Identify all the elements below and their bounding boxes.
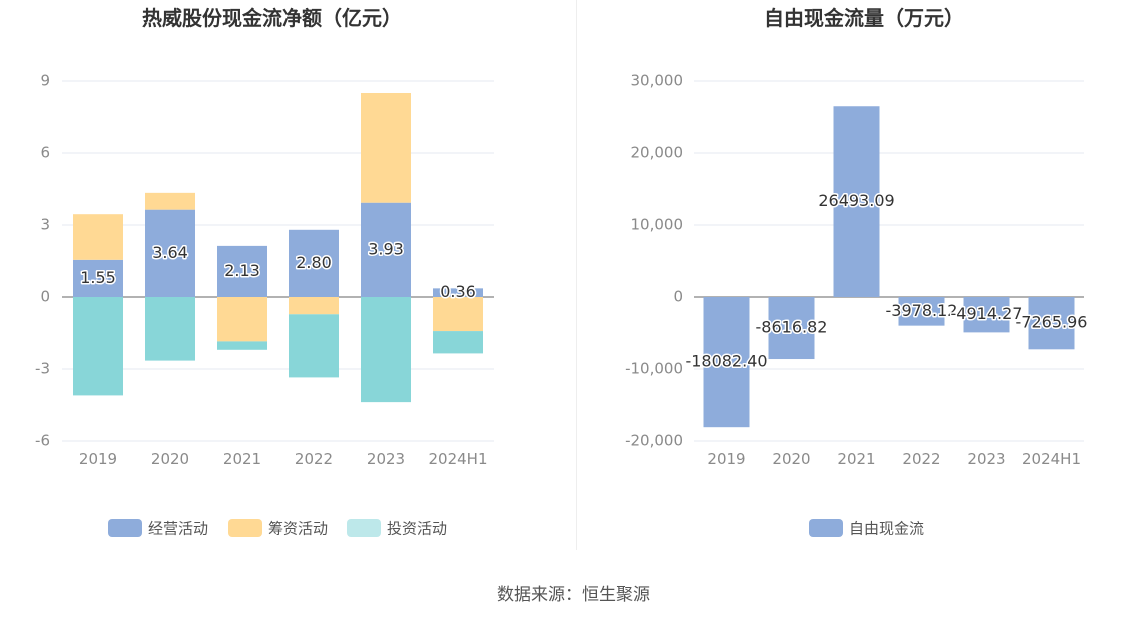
cashflow-x-tick-label: 2021 xyxy=(223,450,261,468)
cashflow-bar-investing xyxy=(289,314,339,378)
cashflow-data-label: 3.64 xyxy=(152,243,188,262)
cashflow-legend-swatch xyxy=(228,519,262,537)
cashflow-data-label: 2.80 xyxy=(296,253,332,272)
panel-divider xyxy=(576,0,577,550)
cashflow-bar-investing xyxy=(73,297,123,396)
cashflow-bar-financing xyxy=(145,192,195,210)
cashflow-y-tick-label: 6 xyxy=(40,144,50,162)
cashflow-data-label-halo: 2.80 xyxy=(296,253,332,272)
fcf-bar xyxy=(963,297,1010,333)
fcf-chart: 自由现金流量（万元） 30,000 20,000 10,000 0 -10,000 -20,… xyxy=(625,6,1089,538)
fcf-y-tick-label: 30,000 xyxy=(631,72,684,90)
fcf-y-tick-label: -20,000 xyxy=(625,432,683,450)
cashflow-bar-investing xyxy=(361,297,411,403)
fcf-data-label-halo: -18082.40 xyxy=(685,352,767,371)
fcf-data-label: -3978.12 xyxy=(886,301,958,320)
fcf-y-tick-label: 20,000 xyxy=(631,144,684,162)
cashflow-bar-operating xyxy=(289,229,339,297)
cashflow-x-tick-label: 2020 xyxy=(151,450,189,468)
cashflow-legend-swatch xyxy=(108,519,142,537)
fcf-legend: 自由现金流 xyxy=(809,519,924,538)
cashflow-data-label: 3.93 xyxy=(368,239,404,258)
fcf-data-label-halo: 26493.09 xyxy=(818,191,894,210)
fcf-bar xyxy=(768,297,815,360)
fcf-bar xyxy=(833,106,880,297)
cashflow-bar-operating xyxy=(433,288,483,297)
fcf-x-tick-label: 2019 xyxy=(707,450,745,468)
cashflow-x-tick-label: 2019 xyxy=(79,450,117,468)
cashflow-data-label: 1.55 xyxy=(80,268,116,287)
cashflow-data-label: 0.36 xyxy=(440,282,476,301)
fcf-bar xyxy=(898,297,945,326)
fcf-x-tick-label: 2021 xyxy=(837,450,875,468)
cashflow-data-label-halo: 0.36 xyxy=(440,282,476,301)
fcf-data-label: -7265.96 xyxy=(1016,313,1088,332)
fcf-x-tick-label: 2022 xyxy=(902,450,940,468)
fcf-data-label-halo: -4914.27 xyxy=(951,304,1023,323)
fcf-legend-swatch xyxy=(809,519,843,537)
fcf-data-label: -4914.27 xyxy=(951,304,1023,323)
cashflow-bar-operating xyxy=(217,245,267,297)
cashflow-x-tick-label: 2024H1 xyxy=(429,450,488,468)
cashflow-bar-financing xyxy=(433,297,483,332)
cashflow-data-label-halo: 3.93 xyxy=(368,239,404,258)
cashflow-legend-swatch xyxy=(347,519,381,537)
fcf-chart-title: 自由现金流量（万元） xyxy=(764,6,964,30)
fcf-x-tick-label: 2020 xyxy=(772,450,810,468)
cashflow-legend-label: 投资活动 xyxy=(387,520,447,538)
fcf-data-label-halo: -7265.96 xyxy=(1016,313,1088,332)
cashflow-bar-investing xyxy=(433,331,483,354)
cashflow-data-label-halo: 1.55 xyxy=(80,268,116,287)
cashflow-bar-investing xyxy=(145,297,195,361)
cashflow-x-tick-label: 2023 xyxy=(367,450,405,468)
cashflow-x-tick-label: 2022 xyxy=(295,450,333,468)
fcf-bar xyxy=(1028,297,1075,350)
cashflow-bar-operating xyxy=(73,259,123,297)
fcf-y-tick-label: 10,000 xyxy=(631,216,684,234)
cashflow-y-tick-label: 3 xyxy=(40,216,50,234)
cashflow-chart-title: 热威股份现金流净额（亿元） xyxy=(142,6,402,30)
fcf-data-label-halo: -8616.82 xyxy=(756,318,828,337)
cashflow-y-tick-label: 9 xyxy=(40,72,50,90)
cashflow-bar-financing xyxy=(73,214,123,260)
fcf-x-tick-label: 2024H1 xyxy=(1022,450,1081,468)
fcf-y-tick-label: 0 xyxy=(673,288,683,306)
cashflow-bar-investing xyxy=(217,341,267,350)
fcf-x-tick-label: 2023 xyxy=(967,450,1005,468)
cashflow-legend: 经营活动 筹资活动 投资活动 xyxy=(108,519,447,538)
cashflow-data-label: 2.13 xyxy=(224,261,260,280)
fcf-data-label: 26493.09 xyxy=(818,191,894,210)
fcf-legend-label: 自由现金流 xyxy=(849,520,924,538)
cashflow-data-label-halo: 3.64 xyxy=(152,243,188,262)
fcf-data-label: -8616.82 xyxy=(756,318,828,337)
data-source-note: 数据来源：恒生聚源 xyxy=(497,585,650,605)
cashflow-bar-financing xyxy=(217,297,267,342)
cashflow-bar-financing xyxy=(361,93,411,203)
fcf-y-tick-label: -10,000 xyxy=(625,360,683,378)
fcf-data-label-halo: -3978.12 xyxy=(886,301,958,320)
cashflow-y-tick-label: -6 xyxy=(35,432,50,450)
cashflow-bar-operating xyxy=(145,209,195,297)
cashflow-data-label-halo: 2.13 xyxy=(224,261,260,280)
cashflow-bar-financing xyxy=(289,297,339,315)
cashflow-y-tick-label: 0 xyxy=(40,288,50,306)
cashflow-chart: 热威股份现金流净额（亿元） 9 6 3 0 -3 -6 2019 2020 2021 2022 202… xyxy=(35,6,494,538)
cashflow-y-tick-label: -3 xyxy=(35,360,50,378)
fcf-data-label: -18082.40 xyxy=(685,352,767,371)
fcf-bar xyxy=(703,297,750,428)
cashflow-bar-operating xyxy=(361,202,411,297)
cashflow-legend-label: 筹资活动 xyxy=(268,520,328,538)
cashflow-legend-label: 经营活动 xyxy=(148,520,208,538)
